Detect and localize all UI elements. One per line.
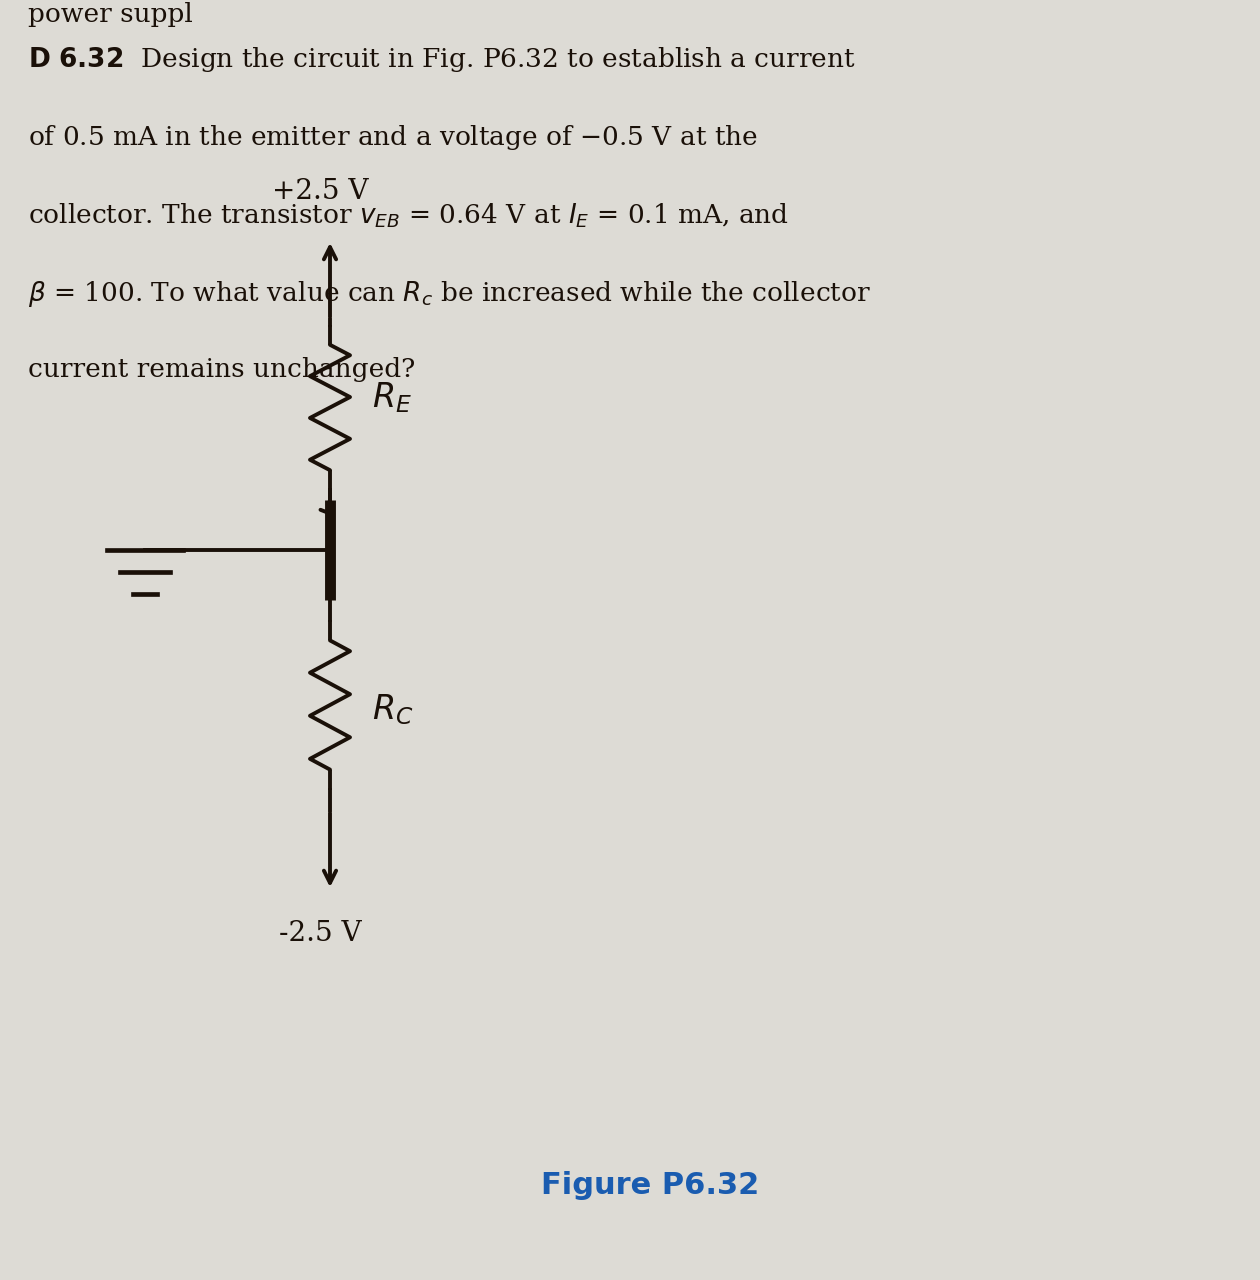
Text: $R_C$: $R_C$ (372, 692, 413, 727)
Text: collector. The transistor $v_{EB}$ = 0.64 V at $I_E$ = 0.1 mA, and: collector. The transistor $v_{EB}$ = 0.6… (28, 201, 789, 229)
Text: +2.5 V: +2.5 V (272, 178, 368, 205)
Text: $\mathbf{D\ 6.32}$  Design the circuit in Fig. P6.32 to establish a current: $\mathbf{D\ 6.32}$ Design the circuit in… (28, 45, 856, 74)
Text: $R_E$: $R_E$ (372, 380, 412, 415)
Text: -2.5 V: -2.5 V (278, 920, 362, 947)
Text: Figure P6.32: Figure P6.32 (541, 1170, 759, 1199)
Text: current remains unchanged?: current remains unchanged? (28, 357, 416, 381)
Text: of 0.5 mA in the emitter and a voltage of $-$0.5 V at the: of 0.5 mA in the emitter and a voltage o… (28, 123, 759, 152)
Text: $\beta$ = 100. To what value can $R_c$ be increased while the collector: $\beta$ = 100. To what value can $R_c$ b… (28, 279, 871, 308)
Text: power suppl: power suppl (28, 3, 193, 27)
